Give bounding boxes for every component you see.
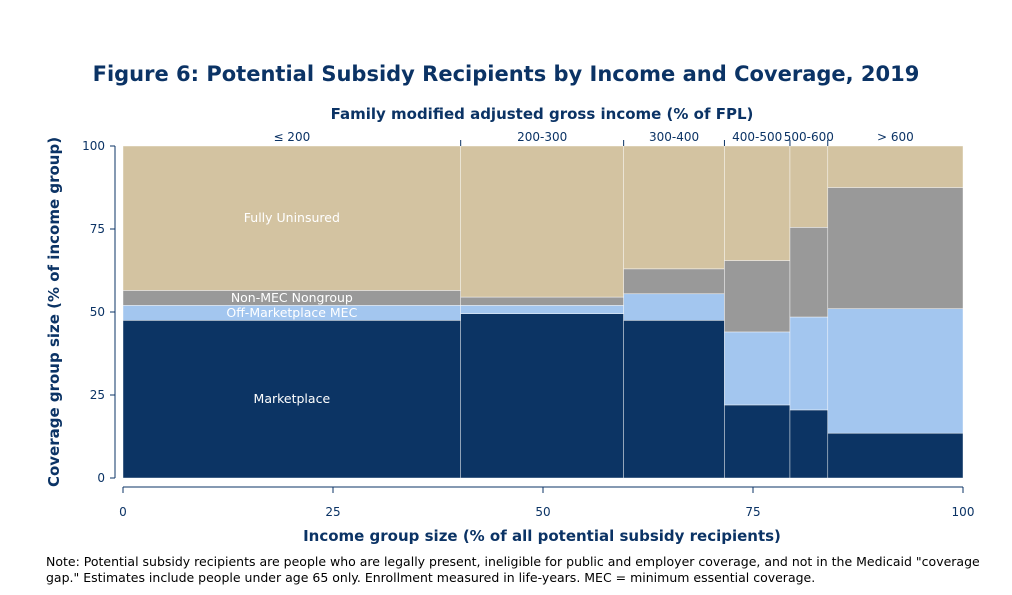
y-tick-label: 50: [90, 305, 105, 319]
segment-200-marketplace: [122, 319, 461, 479]
segment-500-600-fully-uninsured: [789, 145, 829, 228]
income-group-label: 300-400: [649, 130, 699, 144]
y-tick-label: 0: [97, 471, 105, 485]
y-tick-label: 100: [82, 139, 105, 153]
segment-500-600-marketplace: [789, 409, 829, 479]
segment-300-400-fully-uninsured: [623, 145, 725, 270]
segment-300-400-off-marketplace-mec: [623, 293, 725, 321]
segment-400-500-non-mec-nongroup: [724, 260, 791, 333]
segment-500-600-off-marketplace-mec: [789, 316, 829, 411]
x-tick-label: 25: [325, 505, 340, 519]
x-tick-label: 0: [119, 505, 127, 519]
segment-label-fully-uninsured: Fully Uninsured: [244, 210, 340, 225]
segment-300-400-non-mec-nongroup: [623, 268, 725, 295]
segment-200-300-non-mec-nongroup: [460, 296, 624, 306]
top-axis-title: Family modified adjusted gross income (%…: [331, 105, 754, 123]
segment-400-500-fully-uninsured: [724, 145, 791, 261]
income-group-label: 200-300: [517, 130, 567, 144]
segment-600-marketplace: [827, 432, 964, 479]
chart-title: Figure 6: Potential Subsidy Recipients b…: [92, 62, 920, 86]
income-group-label: ≤ 200: [273, 130, 310, 144]
segment-label-off-marketplace-mec: Off-Marketplace MEC: [226, 305, 357, 320]
x-tick-label: 100: [952, 505, 975, 519]
segment-600-off-marketplace-mec: [827, 308, 964, 434]
income-group-label: 500-600: [784, 130, 834, 144]
segment-600-fully-uninsured: [827, 145, 964, 188]
x-axis-title: Income group size (% of all potential su…: [303, 527, 781, 545]
segment-400-500-off-marketplace-mec: [724, 331, 791, 406]
segment-label-non-mec-nongroup: Non-MEC Nongroup: [231, 290, 353, 305]
segment-600-non-mec-nongroup: [827, 187, 964, 309]
segment-400-500-marketplace: [724, 404, 791, 479]
segment-200-300-fully-uninsured: [460, 145, 624, 298]
segment-200-fully-uninsured: [122, 145, 461, 291]
segment-300-400-marketplace: [623, 319, 725, 479]
segment-200-300-marketplace: [460, 313, 624, 479]
segment-200-300-off-marketplace-mec: [460, 305, 624, 314]
footnote: Note: Potential subsidy recipients are p…: [46, 554, 980, 585]
x-tick-label: 50: [535, 505, 550, 519]
segment-500-600-non-mec-nongroup: [789, 227, 829, 318]
income-group-label: 400-500: [732, 130, 782, 144]
y-tick-label: 75: [90, 222, 105, 236]
income-group-label: > 600: [877, 130, 914, 144]
x-tick-label: 75: [745, 505, 760, 519]
segment-label-marketplace: Marketplace: [254, 391, 331, 406]
y-tick-label: 25: [90, 388, 105, 402]
y-axis-title: Coverage group size (% of income group): [45, 137, 63, 487]
